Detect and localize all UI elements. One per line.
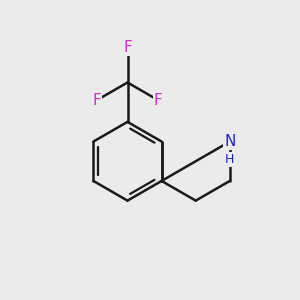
Text: F: F xyxy=(154,93,163,108)
Text: F: F xyxy=(123,40,132,55)
Text: N: N xyxy=(224,134,236,149)
Text: H: H xyxy=(225,153,235,166)
Text: F: F xyxy=(92,93,101,108)
